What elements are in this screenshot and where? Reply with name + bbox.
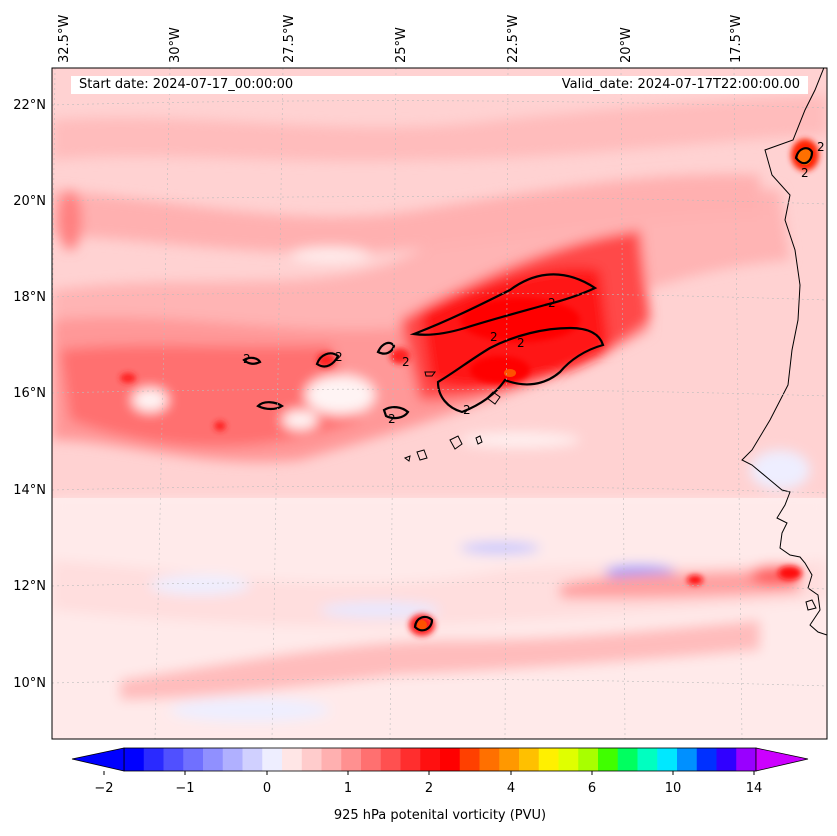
- date-header: Start date: 2024-07-17_00:00:00 Valid_da…: [71, 76, 808, 94]
- colorbar-extend-high: [755, 747, 809, 772]
- colorbar-cell: [203, 748, 224, 771]
- colorbar-cell: [282, 748, 303, 771]
- contour-label: 2: [463, 403, 471, 417]
- colorbar-cell: [183, 748, 204, 771]
- colorbar-cell: [479, 748, 500, 771]
- contour-label: 2: [388, 412, 396, 426]
- lat-label: 22°N: [13, 98, 46, 113]
- colorbar-cell: [301, 748, 322, 771]
- lon-label: 25°W: [394, 27, 409, 63]
- lon-label: 17.5°W: [729, 14, 744, 63]
- colorbar-cell: [578, 748, 599, 771]
- colorbar: [71, 747, 809, 775]
- colorbar-tick-label: 1: [343, 781, 353, 796]
- colorbar-cell: [696, 748, 717, 771]
- colorbar-label: 925 hPa potenital vorticity (PVU): [333, 808, 547, 823]
- lat-label: 10°N: [13, 676, 46, 691]
- lon-label: 27.5°W: [282, 14, 297, 63]
- colorbar-tick-label: 6: [587, 781, 597, 796]
- lat-label: 14°N: [13, 483, 46, 498]
- colorbar-cell: [440, 748, 461, 771]
- lon-label: 22.5°W: [506, 14, 521, 63]
- colorbar-cell: [124, 748, 145, 771]
- contour-label: 2: [517, 336, 525, 350]
- valid-date: Valid_date: 2024-07-17T22:00:00.00: [561, 77, 800, 92]
- colorbar-cell: [538, 748, 559, 771]
- colorbar-cell: [420, 748, 441, 771]
- colorbar-cell: [459, 748, 480, 771]
- map-frame: [51, 67, 828, 740]
- lat-label: 18°N: [13, 290, 46, 305]
- colorbar-tick-label: 14: [745, 781, 763, 796]
- colorbar-cell: [637, 748, 658, 771]
- contour-label: 2: [335, 350, 343, 364]
- lat-label: 20°N: [13, 194, 46, 209]
- contour-label: 2: [817, 140, 825, 154]
- colorbar-cell: [657, 748, 678, 771]
- colorbar-cell: [558, 748, 579, 771]
- contour-label: 2: [243, 352, 251, 366]
- colorbar-cell: [143, 748, 164, 771]
- coastline: [403, 68, 827, 636]
- lon-label: 20°W: [619, 27, 634, 63]
- colorbar-cell: [222, 748, 243, 771]
- colorbar-cell: [617, 748, 638, 771]
- colorbar-cell: [380, 748, 401, 771]
- lat-label: 12°N: [13, 579, 46, 594]
- colorbar-cell: [736, 748, 757, 771]
- colorbar-cell: [321, 748, 342, 771]
- colorbar-tick-label: −2: [94, 781, 114, 796]
- contour-label: 2: [490, 330, 498, 344]
- colorbar-tick-label: 4: [506, 781, 516, 796]
- contour-label: 2: [548, 296, 556, 310]
- start-date: Start date: 2024-07-17_00:00:00: [79, 77, 294, 92]
- colorbar-tick-label: 0: [262, 781, 272, 796]
- lon-label: 32.5°W: [57, 14, 72, 63]
- pv-field: [52, 68, 827, 739]
- graticule: [52, 68, 827, 739]
- colorbar-cell: [341, 748, 362, 771]
- colorbar-cell: [400, 748, 421, 771]
- colorbar-cell: [499, 748, 520, 771]
- colorbar-cell: [262, 748, 283, 771]
- colorbar-cell: [716, 748, 737, 771]
- colorbar-extend-low: [71, 747, 125, 772]
- colorbar-cell: [598, 748, 619, 771]
- contour-label: 2: [402, 355, 410, 369]
- colorbar-cell: [163, 748, 184, 771]
- lon-label: 30°W: [168, 27, 183, 63]
- colorbar-cell: [242, 748, 263, 771]
- colorbar-cell: [361, 748, 382, 771]
- contour-label: 2: [801, 166, 809, 180]
- lat-label: 16°N: [13, 386, 46, 401]
- colorbar-cell: [677, 748, 698, 771]
- colorbar-cell: [519, 748, 540, 771]
- pv-contour-2: [242, 147, 814, 632]
- colorbar-tick-label: −1: [175, 781, 195, 796]
- colorbar-tick-label: 2: [424, 781, 434, 796]
- colorbar-tick-label: 10: [664, 781, 682, 796]
